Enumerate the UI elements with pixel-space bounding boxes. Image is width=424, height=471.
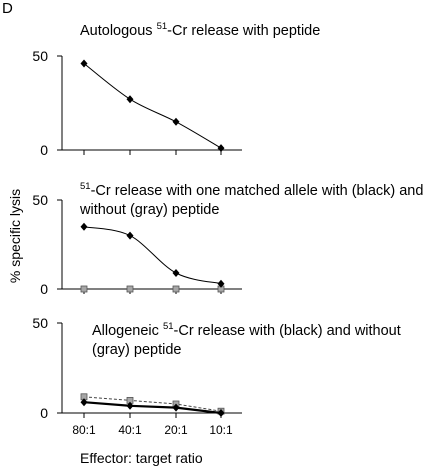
chart-title: Autologous 51-Cr release with peptide: [80, 21, 320, 39]
data-point-square: [80, 285, 88, 293]
series-line: [83, 63, 222, 149]
panel-allogeneic: Allogeneic 51-Cr release with (black) an…: [32, 315, 400, 437]
x-tick-label: 40:1: [118, 423, 142, 437]
series-line: [83, 396, 222, 412]
data-point-diamond: [80, 222, 88, 231]
chart-title: 51-Cr release with one matched allele wi…: [80, 181, 423, 199]
panel-autologous: Autologous 51-Cr release with peptide 50…: [32, 21, 320, 158]
data-point-diamond: [172, 269, 180, 277]
y-tick-label: 0: [40, 281, 48, 297]
data-point-square: [126, 285, 134, 293]
data-point-diamond: [80, 398, 88, 407]
data-point-diamond: [172, 403, 180, 412]
x-tick-label: 20:1: [164, 423, 188, 437]
data-point-diamond: [126, 231, 134, 240]
y-tick-label: 50: [32, 48, 48, 64]
data-point-diamond: [126, 95, 134, 104]
x-tick-marks: [83, 289, 222, 294]
chart-title: Allogeneic 51-Cr release with (black) an…: [92, 321, 401, 339]
panel-matched-allele: 51-Cr release with one matched allele wi…: [32, 181, 423, 297]
data-point-diamond: [217, 409, 225, 417]
x-tick-label: 10:1: [209, 423, 233, 437]
x-tick-marks: [83, 150, 222, 155]
series-layer: [80, 393, 225, 417]
x-tick-labels: 80:1 40:1 20:1 10:1: [72, 423, 233, 437]
y-tick-label: 0: [40, 142, 48, 158]
data-point-diamond: [217, 144, 225, 153]
data-point-diamond: [217, 279, 225, 288]
y-tick-label: 0: [40, 405, 48, 421]
data-point-diamond: [126, 401, 134, 410]
series-line: [83, 401, 222, 415]
series-layer: [80, 222, 225, 293]
data-point-square: [172, 285, 180, 293]
y-tick-label: 50: [32, 315, 48, 331]
x-tick-label: 80:1: [72, 423, 96, 437]
x-axis-label: Effector: target ratio: [80, 450, 203, 466]
chart-title-line2: without (gray) peptide: [79, 202, 219, 218]
panel-letter: D: [2, 0, 13, 17]
series-line: [83, 226, 222, 285]
x-tick-marks: [83, 413, 222, 418]
data-point-diamond: [80, 59, 88, 68]
chart-title-line2: (gray) peptide: [92, 342, 181, 358]
y-tick-label: 50: [32, 192, 48, 208]
y-axis-label: % specific lysis: [7, 189, 23, 283]
data-point-diamond: [172, 117, 180, 126]
series-layer: [80, 59, 225, 153]
